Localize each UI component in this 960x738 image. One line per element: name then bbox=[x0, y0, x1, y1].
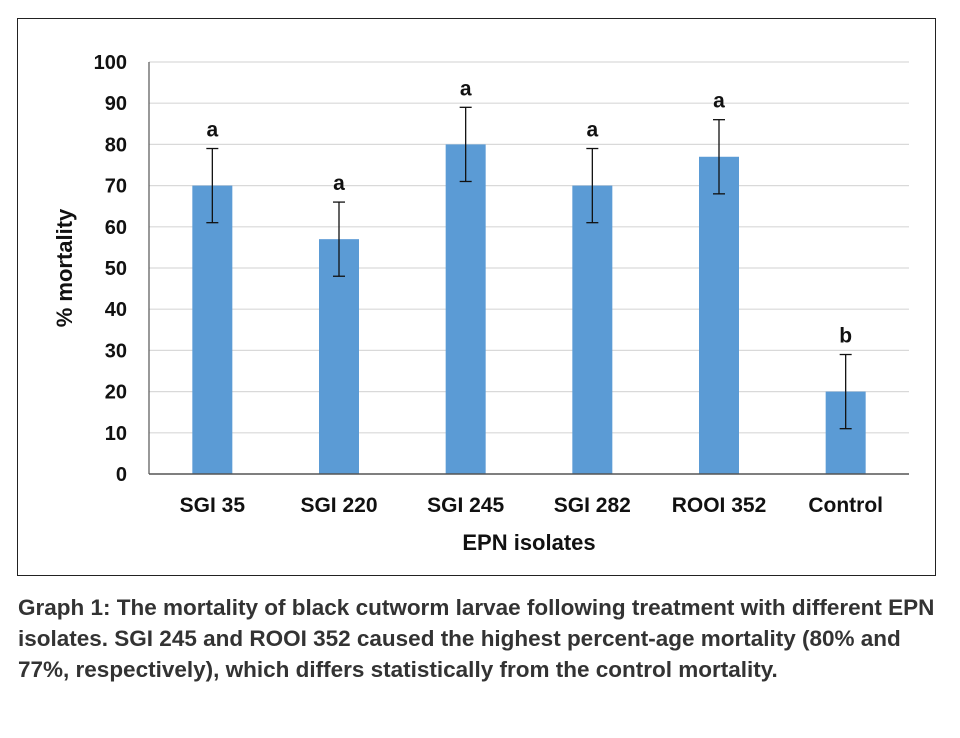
x-tick-label: SGI 245 bbox=[427, 494, 504, 517]
y-tick-label: 80 bbox=[105, 134, 127, 156]
y-tick-label: 90 bbox=[105, 93, 127, 115]
bar bbox=[572, 185, 613, 474]
significance-letter: a bbox=[460, 77, 472, 100]
x-tick-label: ROOI 352 bbox=[672, 494, 767, 517]
x-tick-label: SGI 220 bbox=[300, 494, 377, 517]
y-tick-label: 40 bbox=[105, 299, 127, 321]
bar-chart: 0 10 20 30 40 50 60 70 80 90 100 a SGI 35 a SGI 220 a SG… bbox=[52, 52, 909, 555]
y-tick-label: 0 bbox=[116, 464, 127, 486]
significance-letter: a bbox=[586, 119, 598, 142]
y-tick-label: 70 bbox=[105, 176, 127, 198]
figure-caption: Graph 1: The mortality of black cutworm … bbox=[18, 595, 935, 682]
significance-letter: a bbox=[333, 172, 345, 195]
y-tick-label: 30 bbox=[105, 340, 127, 362]
bar bbox=[445, 144, 486, 474]
bar bbox=[699, 156, 739, 474]
significance-letter: b bbox=[839, 325, 852, 348]
bar bbox=[319, 239, 359, 474]
y-tick-label: 60 bbox=[105, 217, 127, 239]
x-axis-title: EPN isolates bbox=[462, 530, 595, 555]
x-tick-label: SGI 35 bbox=[180, 494, 246, 517]
y-axis-title: % mortality bbox=[52, 208, 77, 327]
bar bbox=[192, 185, 233, 474]
y-tick-label: 100 bbox=[94, 52, 127, 74]
x-tick-label: Control bbox=[808, 494, 883, 517]
significance-letter: a bbox=[713, 90, 725, 113]
y-tick-label: 20 bbox=[105, 382, 127, 404]
y-tick-label: 50 bbox=[105, 258, 127, 280]
y-tick-label: 10 bbox=[105, 423, 127, 445]
x-tick-label: SGI 282 bbox=[554, 494, 631, 517]
significance-letter: a bbox=[206, 119, 218, 142]
